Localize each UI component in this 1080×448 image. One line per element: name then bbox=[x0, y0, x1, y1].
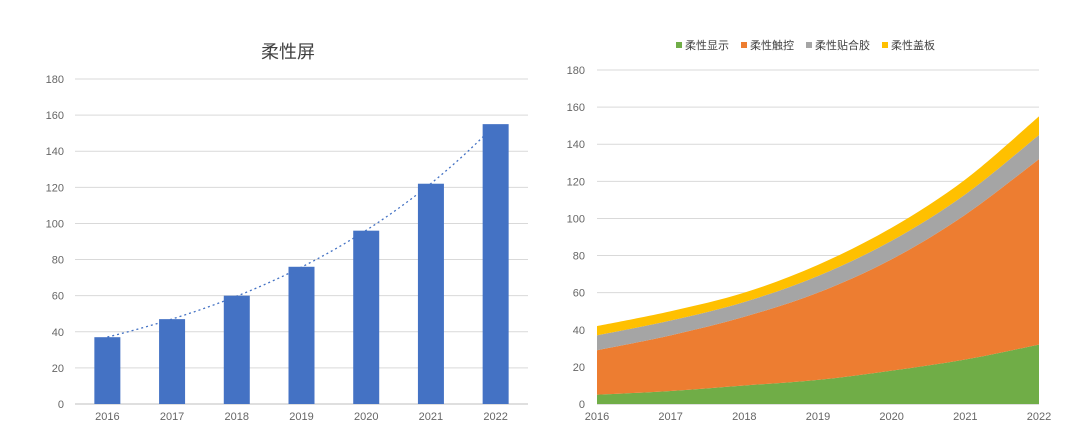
chart2-legend-swatch bbox=[741, 42, 747, 48]
chart1-bar bbox=[223, 295, 250, 404]
chart1-bar bbox=[482, 124, 509, 404]
stacked-area-chart-components: 柔性显示 柔性触控 柔性贴合胶 柔性盖板 0 20 40 60 80 100 120 140 160 1… bbox=[567, 38, 1052, 423]
chart1-bar bbox=[288, 266, 315, 404]
chart1-ytick-label: 100 bbox=[46, 218, 64, 230]
chart2-legend-swatch bbox=[676, 42, 682, 48]
chart1-ytick-label: 160 bbox=[46, 110, 64, 122]
chart2-xtick-label: 2017 bbox=[658, 411, 682, 423]
chart2-legend-label: 柔性盖板 bbox=[891, 38, 935, 52]
chart1-ytick-label: 40 bbox=[52, 327, 64, 339]
chart2-xtick-label: 2018 bbox=[732, 411, 756, 423]
chart1-ytick-label: 0 bbox=[58, 399, 64, 411]
chart2-xtick-label: 2021 bbox=[953, 411, 977, 423]
chart2-area-series bbox=[597, 344, 1039, 404]
chart2-ytick-label: 120 bbox=[567, 176, 585, 188]
chart2-ytick-label: 80 bbox=[573, 251, 585, 263]
chart1-xtick-label: 2020 bbox=[354, 411, 378, 423]
chart2-ytick-label: 140 bbox=[567, 139, 585, 151]
chart1-ytick-label: 80 bbox=[52, 255, 64, 267]
chart2-ytick-label: 40 bbox=[573, 325, 585, 337]
chart1-bar bbox=[417, 183, 444, 404]
chart2-area-series bbox=[597, 159, 1039, 395]
chart2-legend-label: 柔性显示 bbox=[685, 38, 729, 52]
chart2-ytick-label: 180 bbox=[567, 65, 585, 77]
chart2-xtick-label: 2022 bbox=[1027, 411, 1051, 423]
chart2-legend: 柔性显示 柔性触控 柔性贴合胶 柔性盖板 bbox=[676, 38, 935, 52]
chart2-legend-swatch bbox=[882, 42, 888, 48]
chart2-ytick-label: 160 bbox=[567, 102, 585, 114]
chart1-xtick-label: 2022 bbox=[483, 411, 507, 423]
chart1-bar bbox=[94, 337, 121, 404]
chart1-xtick-label: 2017 bbox=[160, 411, 184, 423]
chart1-ytick-label: 60 bbox=[52, 291, 64, 303]
chart2-area-series bbox=[597, 134, 1039, 351]
chart1-title: 柔性屏 bbox=[261, 42, 315, 63]
chart1-bar bbox=[353, 230, 380, 404]
chart1-xtick-label: 2018 bbox=[225, 411, 249, 423]
chart1-ytick-label: 120 bbox=[46, 182, 64, 194]
chart1-xtick-label: 2021 bbox=[419, 411, 443, 423]
chart2-ytick-label: 60 bbox=[573, 288, 585, 300]
bar-chart-flexible-screen: 柔性屏 0 20 40 60 80 100 120 140 160 180 2016 2017 2018… bbox=[46, 42, 528, 423]
chart2-legend-label: 柔性贴合胶 bbox=[815, 38, 870, 52]
chart1-bar bbox=[159, 319, 186, 404]
chart2-xtick-label: 2020 bbox=[879, 411, 903, 423]
chart2-xtick-label: 2016 bbox=[585, 411, 609, 423]
chart1-ytick-label: 180 bbox=[46, 74, 64, 86]
chart1-xtick-label: 2016 bbox=[95, 411, 119, 423]
chart2-xtick-label: 2019 bbox=[806, 411, 830, 423]
chart2-legend-swatch bbox=[806, 42, 812, 48]
chart1-trendline bbox=[107, 123, 497, 338]
chart1-ytick-label: 20 bbox=[52, 363, 64, 375]
chart1-xtick-label: 2019 bbox=[289, 411, 313, 423]
chart2-area-layers bbox=[597, 116, 1039, 404]
chart2-ytick-label: 0 bbox=[579, 399, 585, 411]
chart2-legend-label: 柔性触控 bbox=[750, 38, 794, 52]
chart2-ytick-label: 100 bbox=[567, 213, 585, 225]
chart1-ytick-label: 140 bbox=[46, 146, 64, 158]
chart2-ytick-label: 20 bbox=[573, 362, 585, 374]
